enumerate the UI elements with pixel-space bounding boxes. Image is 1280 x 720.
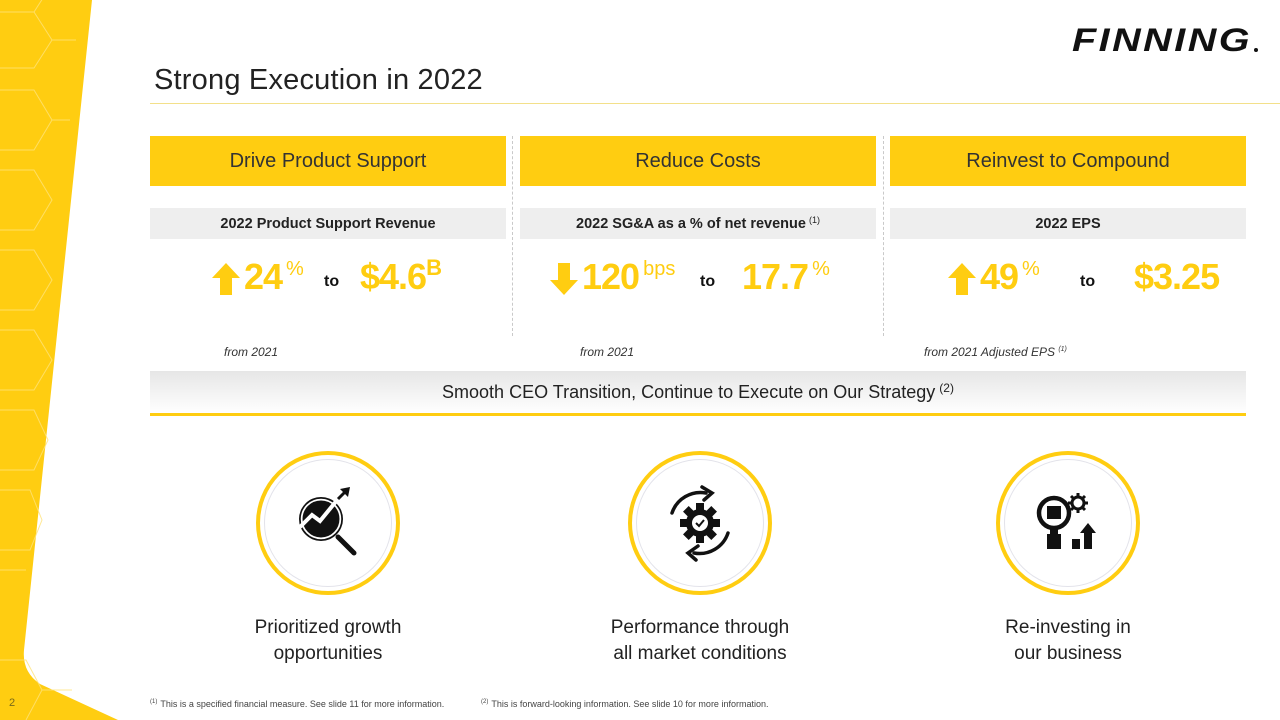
slide-title: Strong Execution in 2022 (154, 64, 483, 96)
strategy-banner: Smooth CEO Transition, Continue to Execu… (150, 371, 1246, 416)
page-number: 2 (9, 697, 16, 709)
growth-magnifier-icon (298, 487, 357, 556)
finning-logo: FINNING (1072, 22, 1260, 58)
metric-figures: 24% to $4.6B from 2021 (150, 239, 506, 359)
pillar-header: Reinvest to Compound (890, 136, 1246, 186)
pillar-header: Drive Product Support (150, 136, 506, 186)
reinvest-analysis-icon (1036, 493, 1096, 549)
metric-title: 2022 Product Support Revenue (150, 208, 506, 239)
footnote-2: (2) This is forward-looking information. … (481, 699, 769, 709)
metric-title: 2022 EPS (890, 208, 1246, 239)
result-value: $3.25 (1134, 256, 1220, 297)
result-value: $4.6B (360, 255, 442, 297)
up-arrow-icon (948, 263, 976, 295)
change-value: 24% (244, 256, 304, 297)
metric-figures: 120 bps to 17.7% from 2021 (520, 239, 876, 359)
feature-label: Re-investing in our business (1005, 617, 1131, 664)
metric-title: 2022 SG&A as a % of net revenue (1) (520, 208, 876, 239)
connector-text: to (700, 273, 716, 290)
icon-circle (628, 451, 772, 595)
from-text: from 2021 (580, 345, 635, 359)
feature-performance: Performance through all market conditions (580, 451, 820, 667)
svg-text:FINNING: FINNING (1072, 24, 1252, 56)
result-value: 17.7% (742, 256, 830, 297)
change-value: 49% (980, 256, 1040, 297)
connector-text: to (1080, 273, 1096, 290)
up-arrow-icon (212, 263, 240, 295)
footnote-1: (1) This is a specified financial measure… (150, 699, 445, 709)
column-divider (512, 136, 513, 336)
title-divider (150, 103, 1280, 104)
from-text: from 2021 (224, 345, 279, 359)
icon-circle (996, 451, 1140, 595)
feature-growth: Prioritized growth opportunities (208, 451, 448, 667)
feature-label: Prioritized growth opportunities (254, 617, 402, 664)
feature-label: Performance through all market conditions (610, 617, 790, 664)
change-value: 120 bps (582, 256, 676, 297)
pillar-column-reinvest: Reinvest to Compound 2022 EPS 49% to $3.… (890, 136, 1246, 360)
decorative-side-band (0, 0, 200, 720)
pillar-column-product-support: Drive Product Support 2022 Product Suppo… (150, 136, 506, 359)
down-arrow-icon (550, 263, 578, 295)
gear-cycle-icon (670, 485, 730, 562)
from-text: from 2021 Adjusted EPS (1) (924, 345, 1067, 359)
metric-figures: 49% to $3.25 from 2021 Adjusted EPS (1) (890, 239, 1246, 360)
pillar-column-reduce-costs: Reduce Costs 2022 SG&A as a % of net rev… (520, 136, 876, 359)
feature-reinvest: Re-investing in our business (948, 451, 1188, 667)
pillar-header: Reduce Costs (520, 136, 876, 186)
icon-circle (256, 451, 400, 595)
column-divider (883, 136, 884, 336)
connector-text: to (324, 273, 340, 290)
